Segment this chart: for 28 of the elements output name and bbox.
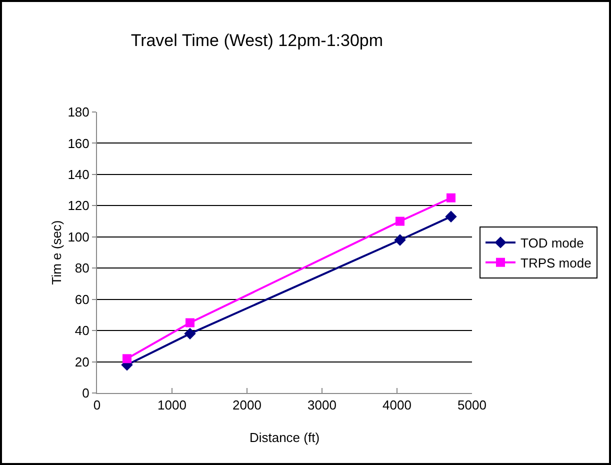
y-tick-label: 180 <box>68 104 90 120</box>
x-tick-label: 0 <box>93 398 101 413</box>
y-axis-title: Tim e (sec) <box>49 220 64 285</box>
x-tick-label: 5000 <box>458 398 486 413</box>
y-tick-label: 0 <box>82 386 90 401</box>
x-axis-title: Distance (ft) <box>249 430 320 445</box>
y-tick-label: 100 <box>68 229 90 244</box>
point <box>394 234 406 246</box>
y-tick-label: 80 <box>74 260 90 276</box>
y-tick-label: 20 <box>74 354 90 370</box>
point <box>445 210 457 222</box>
point <box>446 193 456 202</box>
y-tick-label: 60 <box>74 292 90 307</box>
point <box>186 318 194 328</box>
y-tick-label: 40 <box>74 323 90 338</box>
x-tick-label: 1000 <box>158 398 186 413</box>
y-tick-label: 120 <box>68 198 90 214</box>
point <box>396 216 404 226</box>
y-tick-label: 140 <box>68 166 90 182</box>
legend-label: TOD mode <box>520 236 584 251</box>
y-tick-label: 160 <box>68 136 90 151</box>
legend-label: TRPS mode <box>520 255 592 270</box>
point <box>184 328 196 340</box>
chart-title: Travel Time (West) 12pm-1:30pm <box>130 31 384 50</box>
x-tick-label: 3000 <box>308 398 336 413</box>
x-tick-label: 2000 <box>232 398 262 413</box>
point <box>122 354 132 364</box>
x-tick-label: 4000 <box>382 398 412 413</box>
